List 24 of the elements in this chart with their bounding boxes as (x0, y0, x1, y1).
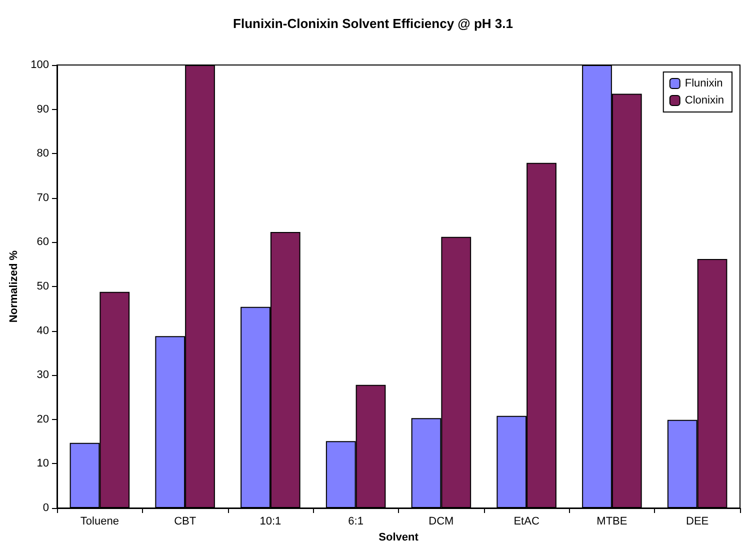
y-tick-label: 0 (42, 502, 49, 514)
x-axis-title: Solvent (378, 532, 419, 544)
legend-label: Clonixin (684, 94, 724, 106)
y-tick-label: 30 (36, 369, 49, 382)
x-tick-label: 10:1 (260, 516, 282, 528)
y-tick-label: 100 (30, 59, 49, 71)
y-tick-label: 80 (36, 148, 49, 160)
x-tick-label: EtAC (514, 516, 540, 528)
y-tick-label: 40 (36, 324, 49, 337)
y-tick-label: 50 (36, 280, 49, 292)
y-tick-label: 70 (36, 192, 49, 204)
x-tick-label: Toluene (80, 516, 119, 528)
legend-label: Flunixin (684, 78, 723, 90)
y-tick-label: 60 (36, 236, 49, 248)
x-tick-label: MTBE (596, 516, 628, 528)
y-tick-label: 20 (36, 413, 49, 426)
x-tick-label: DCM (428, 516, 454, 528)
y-tick-label: 90 (36, 103, 49, 116)
y-tick-label: 10 (36, 458, 49, 470)
y-axis-title: Normalized % (8, 250, 20, 323)
chart-title: Flunixin-Clonixin Solvent Efficiency @ pH 3.1 (233, 16, 513, 31)
x-tick-label: CBT (174, 516, 196, 528)
x-tick-label: 6:1 (348, 516, 364, 528)
x-tick-label: DEE (686, 516, 709, 528)
